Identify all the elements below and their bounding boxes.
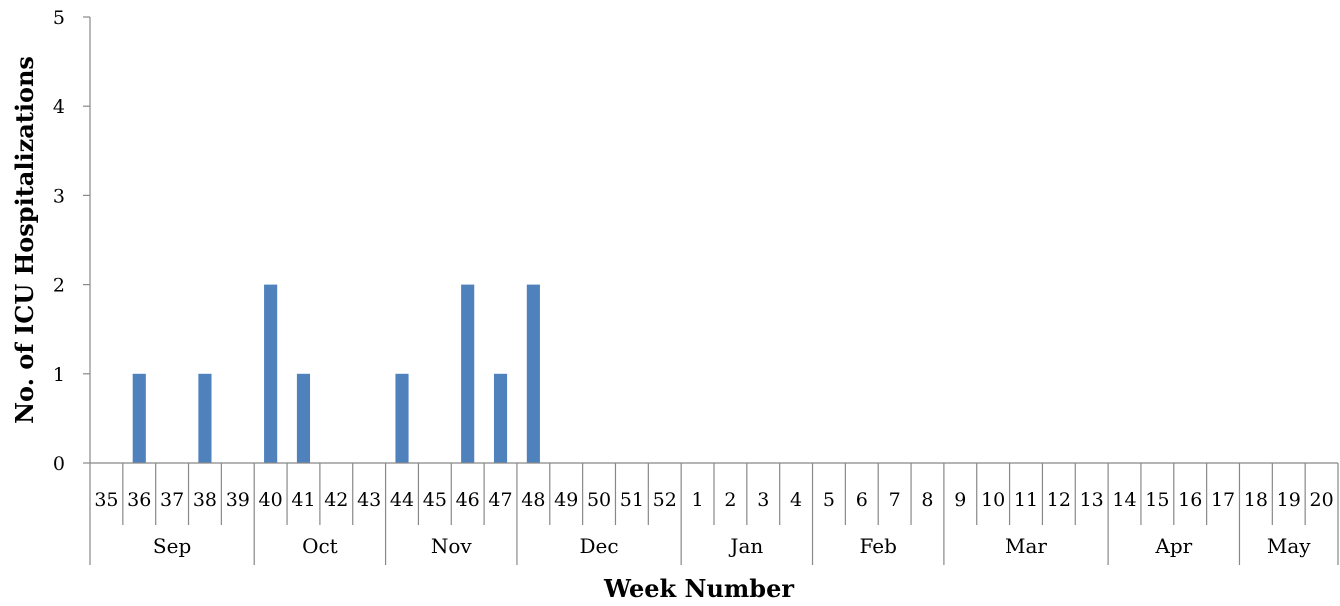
x-tick-label: 44 [390, 489, 414, 511]
bar [493, 373, 508, 463]
x-tick-label: 48 [521, 489, 545, 511]
x-tick-label: 40 [259, 489, 283, 511]
x-tick-label: 49 [554, 489, 578, 511]
month-label: Sep [153, 534, 191, 558]
month-label: Nov [431, 534, 473, 558]
x-tick-label: 8 [921, 489, 933, 511]
x-tick-label: 12 [1047, 489, 1071, 511]
bar [395, 373, 409, 463]
bar [461, 284, 475, 463]
y-axis-title: No. of ICU Hospitalizations [10, 56, 39, 424]
month-label: Dec [580, 534, 619, 558]
y-tick-label: 0 [53, 453, 65, 475]
x-tick-label: 2 [724, 489, 736, 511]
x-axis-title: Week Number [603, 574, 794, 603]
bar [132, 373, 146, 463]
x-tick-label: 15 [1145, 489, 1169, 511]
x-tick-label: 7 [889, 489, 901, 511]
x-tick-label: 11 [1014, 489, 1038, 511]
x-tick-label: 46 [456, 489, 480, 511]
x-tick-label: 4 [790, 489, 802, 511]
x-tick-label: 52 [653, 489, 677, 511]
x-tick-label: 14 [1112, 489, 1136, 511]
month-label: Oct [302, 534, 338, 558]
x-tick-label: 41 [291, 489, 315, 511]
bar [296, 373, 311, 463]
bars [132, 284, 540, 463]
x-tick-label: 20 [1309, 489, 1333, 511]
x-tick-label: 50 [587, 489, 611, 511]
x-tick-label: 10 [981, 489, 1005, 511]
x-tick-label: 51 [620, 489, 644, 511]
x-tick-label: 3 [757, 489, 769, 511]
bar [526, 284, 540, 463]
x-tick-label: 16 [1178, 489, 1202, 511]
bar [198, 373, 212, 463]
x-tick-label: 13 [1080, 489, 1104, 511]
x-tick-label: 39 [226, 489, 250, 511]
bar [264, 284, 278, 463]
x-tick-label: 18 [1244, 489, 1268, 511]
y-axis-ticks: 0 1 2 3 4 5 [53, 7, 90, 475]
x-tick-label: 17 [1211, 489, 1235, 511]
x-tick-label: 47 [488, 489, 512, 511]
month-label: Apr [1154, 534, 1192, 558]
y-tick-label: 1 [53, 364, 65, 386]
month-label: Mar [1005, 534, 1047, 558]
x-tick-label: 19 [1277, 489, 1301, 511]
x-tick-label: 6 [856, 489, 868, 511]
x-axis: 35 36 37 38 39 40 41 42 43 44 45 46 47 48 49 50 51 52 1 2 3 4… [89, 462, 1339, 565]
x-tick-label: 1 [692, 489, 704, 511]
x-tick-label: 37 [160, 489, 184, 511]
x-tick-label: 5 [823, 489, 835, 511]
month-label: Jan [728, 534, 763, 558]
y-tick-label: 3 [53, 185, 65, 207]
x-tick-label: 38 [193, 489, 217, 511]
y-tick-label: 2 [53, 275, 65, 297]
x-tick-label: 36 [127, 489, 151, 511]
x-tick-label: 9 [954, 489, 966, 511]
x-tick-label: 43 [357, 489, 381, 511]
x-tick-label: 42 [324, 489, 348, 511]
month-label: May [1267, 534, 1311, 558]
y-tick-label: 4 [53, 96, 65, 118]
x-tick-label: 35 [94, 489, 118, 511]
x-tick-label: 45 [423, 489, 447, 511]
month-label: Feb [859, 534, 896, 558]
y-tick-label: 5 [53, 7, 65, 29]
